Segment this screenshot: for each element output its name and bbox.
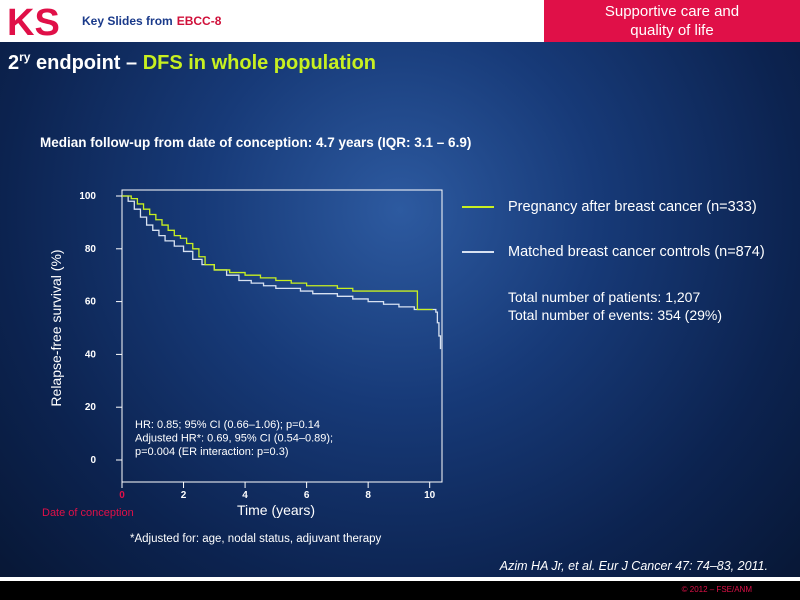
x-origin-label: Date of conception: [42, 507, 134, 519]
totals-block: Total number of patients: 1,207 Total nu…: [508, 288, 722, 324]
km-survival-chart: 0 20 40 60 80 100 0 2 4 6 8 10 Time (years) Relapse-f…: [42, 189, 443, 519]
title-middle: endpoint –: [30, 52, 143, 74]
adjustment-footnote: *Adjusted for: age, nodal status, adjuva…: [130, 533, 382, 545]
y-tick-label: 60: [85, 297, 97, 308]
bottom-divider: [0, 577, 800, 581]
ks-logo-icon: KS: [6, 2, 72, 40]
hr-stat-line-2: Adjusted HR*: 0.69, 95% CI (0.54–0.89);: [135, 433, 333, 445]
x-tick-label: 0: [119, 490, 125, 501]
header-bar: KS Key Slides from EBCC-8 Supportive care…: [0, 0, 800, 42]
x-tick-label: 2: [181, 490, 187, 501]
legend-swatch-pregnancy: [462, 206, 494, 209]
legend-label-controls: Matched breast cancer controls (n=874): [508, 244, 765, 260]
y-axis-label: Relapse-free survival (%): [48, 249, 64, 406]
x-axis-label: Time (years): [237, 502, 315, 518]
legend-swatch-controls: [462, 251, 494, 254]
x-tick-label: 4: [242, 490, 248, 501]
conference-name: EBCC-8: [176, 14, 222, 28]
y-tick-label: 0: [90, 455, 96, 466]
x-tick-label: 8: [365, 490, 371, 501]
y-tick-label: 100: [79, 191, 96, 202]
total-patients: Total number of patients: 1,207: [508, 289, 701, 305]
follow-up-subtitle: Median follow-up from date of conception…: [40, 135, 472, 150]
title-prefix: 2: [8, 52, 20, 74]
y-tick-label: 20: [85, 402, 97, 413]
citation: Azim HA Jr, et al. Eur J Cancer 47: 74–8…: [499, 559, 768, 573]
controls-curve: [122, 195, 442, 350]
key-slides-label: Key Slides from EBCC-8: [82, 14, 221, 28]
x-tick-label: 10: [424, 490, 436, 501]
legend-label-pregnancy: Pregnancy after breast cancer (n=333): [508, 199, 757, 215]
copyright-text: © 2012 – FSE/ANM: [681, 585, 752, 594]
title-highlight: DFS in whole population: [142, 52, 376, 74]
title-superscript: ry: [19, 50, 31, 64]
plot-frame: [121, 189, 443, 483]
hr-stat-line-1: HR: 0.85; 95% CI (0.66–1.06); p=0.14: [135, 419, 320, 431]
total-events: Total number of events: 354 (29%): [508, 307, 723, 323]
topic-badge: Supportive care and quality of life: [544, 0, 800, 42]
x-tick-label: 6: [304, 490, 310, 501]
hr-stat-line-3: p=0.004 (ER interaction: p=0.3): [135, 446, 288, 458]
key-slides-text: Key Slides from: [82, 14, 173, 28]
pregnancy-curve: [122, 195, 433, 311]
topic-line-2: quality of life: [630, 22, 714, 39]
slide-title: 2ry endpoint – DFS in whole population: [8, 50, 376, 75]
legend-item-pregnancy: Pregnancy after breast cancer (n=333): [462, 199, 757, 215]
topic-line-1: Supportive care and: [604, 3, 740, 20]
logo-text: KS: [7, 2, 60, 40]
legend-item-controls: Matched breast cancer controls (n=874): [462, 244, 765, 260]
y-tick-label: 40: [85, 349, 97, 360]
footer-bar: © 2012 – FSE/ANM: [0, 581, 800, 600]
y-tick-label: 80: [85, 244, 97, 255]
